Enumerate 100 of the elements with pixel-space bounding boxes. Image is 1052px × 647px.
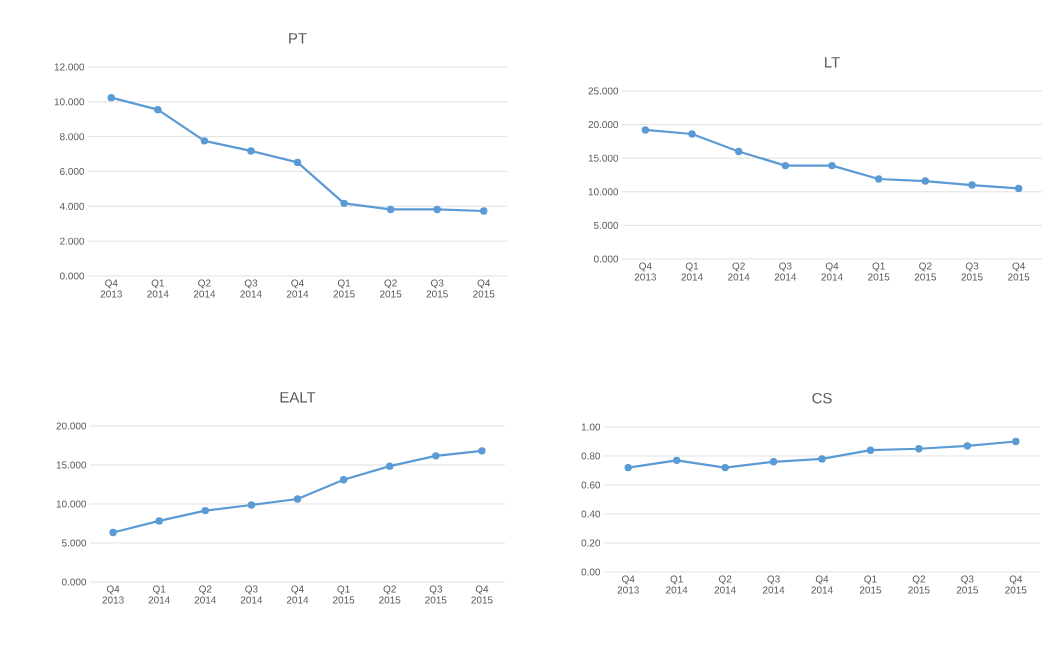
y-tick-label: 0.60 (581, 481, 601, 489)
x-tick-label: Q2 2015 (380, 279, 402, 298)
chart-title: CS (812, 392, 832, 404)
point (432, 452, 440, 460)
x-tick-label: Q1 2014 (681, 262, 703, 281)
x-tick-label: Q3 2014 (240, 585, 263, 604)
x-tick-label: Q4 2015 (473, 279, 495, 298)
x-tick-label: Q1 2014 (666, 575, 688, 594)
x-tick-label: Q1 2014 (148, 585, 170, 604)
x-tick-label: Q3 2015 (426, 279, 448, 298)
y-tick-label: 20.000 (588, 121, 619, 129)
point (734, 147, 743, 156)
x-tick-label: Q1 2014 (147, 279, 169, 298)
point (107, 93, 115, 102)
point (1014, 184, 1023, 193)
x-tick-label: Q3 2015 (425, 585, 447, 604)
x-tick-label: Q4 2014 (286, 279, 309, 298)
y-tick-label: 1.00 (581, 423, 601, 431)
x-tick-label: Q4 2014 (286, 585, 309, 604)
point (386, 205, 395, 214)
x-tick-label: Q2 2014 (714, 575, 736, 594)
x-tick-label: Q1 2015 (859, 575, 882, 594)
x-tick-label: Q2 2015 (379, 585, 401, 604)
point (200, 137, 209, 145)
x-tick-label: Q4 2014 (821, 262, 843, 281)
point (247, 501, 256, 509)
y-tick-label: 5.000 (61, 539, 87, 547)
point (109, 528, 117, 537)
point (293, 158, 302, 167)
point (866, 446, 875, 454)
point (874, 175, 883, 183)
x-tick-label: Q3 2014 (762, 575, 785, 594)
y-tick-label: 8.000 (60, 133, 85, 141)
x-tick-label: Q4 2013 (100, 279, 122, 298)
point (641, 126, 650, 134)
point (1012, 437, 1020, 446)
point (154, 105, 162, 114)
y-tick-label: 5.000 (593, 221, 619, 229)
point (818, 455, 826, 463)
point (688, 130, 696, 138)
y-tick-label: 20.000 (56, 422, 87, 430)
y-tick-label: 0.80 (581, 452, 601, 460)
point (339, 476, 348, 484)
point (480, 207, 488, 215)
y-tick-label: 0.000 (59, 272, 85, 280)
y-tick-label: 0.000 (61, 578, 87, 586)
y-tick-label: 25.000 (588, 87, 619, 95)
y-tick-label: 0.40 (581, 510, 601, 518)
y-tick-label: 0.000 (593, 255, 619, 263)
x-tick-label: Q4 2014 (811, 575, 833, 594)
point (828, 161, 836, 170)
x-tick-label: Q3 2015 (956, 575, 978, 594)
x-tick-label: Q2 2015 (908, 575, 930, 594)
point (721, 463, 729, 472)
x-tick-label: Q4 2013 (102, 585, 124, 604)
point (386, 462, 394, 470)
y-tick-label: 10.000 (54, 98, 85, 106)
y-tick-label: 0.00 (581, 568, 601, 576)
x-tick-label: Q3 2014 (774, 262, 797, 281)
point (340, 199, 348, 208)
point (781, 161, 790, 170)
x-tick-label: Q4 2013 (617, 575, 639, 594)
x-tick-label: Q2 2014 (728, 262, 750, 281)
y-tick-label: 0.20 (581, 539, 601, 547)
x-tick-label: Q4 2015 (1008, 262, 1030, 281)
point (433, 205, 441, 214)
y-tick-label: 4.000 (59, 202, 85, 210)
x-tick-label: Q3 2015 (961, 262, 983, 281)
point (478, 447, 486, 455)
y-tick-label: 12.000 (54, 63, 85, 71)
y-tick-label: 15.000 (56, 461, 87, 469)
x-tick-label: Q4 2013 (634, 262, 656, 281)
x-tick-label: Q4 2015 (471, 585, 493, 604)
y-tick-label: 15.000 (588, 154, 619, 162)
point (155, 517, 163, 525)
x-tick-label: Q3 2014 (240, 279, 262, 298)
y-tick-label: 2.000 (60, 237, 85, 245)
y-tick-label: 10.000 (56, 500, 87, 508)
point (921, 177, 930, 185)
point (672, 456, 681, 465)
y-tick-label: 10.000 (588, 188, 619, 196)
chart-title: PT (289, 33, 307, 44)
point (968, 181, 976, 189)
x-tick-label: Q2 2014 (193, 279, 216, 298)
point (201, 506, 209, 515)
y-tick-label: 6.000 (60, 167, 85, 176)
point (963, 442, 972, 450)
chart-title: EALT (280, 392, 316, 403)
point (247, 147, 255, 155)
x-tick-label: Q1 2015 (333, 585, 355, 604)
point (624, 463, 632, 472)
x-tick-label: Q4 2015 (1005, 575, 1027, 594)
chart-title: LT (825, 57, 840, 68)
x-tick-label: Q2 2014 (194, 585, 217, 604)
point (769, 458, 778, 466)
x-tick-label: Q1 2015 (868, 262, 890, 281)
point (915, 445, 923, 453)
x-tick-label: Q2 2015 (914, 262, 937, 281)
x-tick-label: Q1 2015 (333, 279, 355, 298)
point (293, 495, 302, 503)
